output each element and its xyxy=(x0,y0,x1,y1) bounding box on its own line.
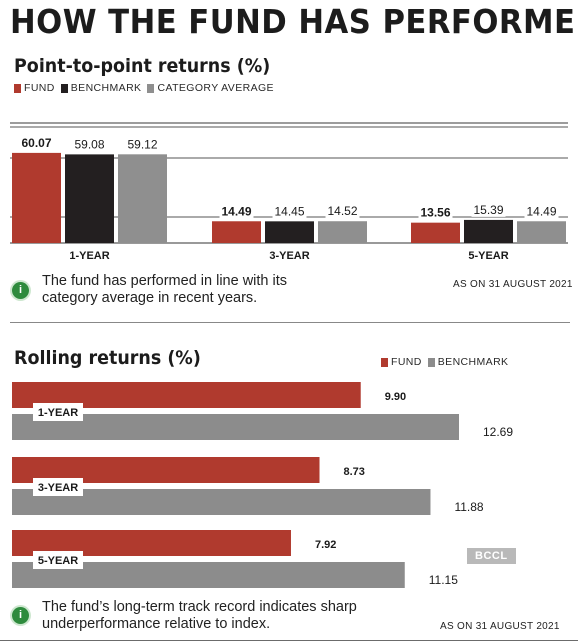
legend-category-swatch xyxy=(147,83,155,93)
section-divider xyxy=(10,322,570,323)
rolling-chart: 9.90 12.69 1-YEAR 8.73 11.88 3-YEAR 7.92 11.15 5… xyxy=(12,382,513,588)
tick-label-3-year: 3-YEAR xyxy=(38,482,78,494)
p2p-legend: FUND BENCHMARK CATEGORY AVERAGE xyxy=(14,82,280,94)
legend-category-label: CATEGORY AVERAGE xyxy=(157,82,274,94)
rolling-legend-fund: FUND xyxy=(381,356,422,368)
rolling-as-on: AS ON 31 AUGUST 2021 xyxy=(440,621,560,632)
bottom-rule xyxy=(0,640,578,641)
tick-label-5-year: 5-YEAR xyxy=(468,250,508,262)
data-label-bg xyxy=(72,138,107,152)
bar-category-average-1-year xyxy=(118,154,167,243)
bar-benchmark-1-year xyxy=(12,414,459,440)
rolling-legend-benchmark-label: BENCHMARK xyxy=(437,356,509,368)
category-tag-bg xyxy=(33,478,83,496)
category-tag-bg xyxy=(33,551,83,569)
legend-benchmark-swatch xyxy=(60,83,68,93)
legend-benchmark: BENCHMARK xyxy=(60,82,142,94)
data-label-bg xyxy=(272,205,307,219)
p2p-note: The fund has performed in line with its … xyxy=(42,273,287,307)
rolling-note: The fund’s long-term track record indica… xyxy=(42,599,357,633)
p2p-note-line1: The fund has performed in line with its xyxy=(42,273,288,289)
legend-benchmark-label: BENCHMARK xyxy=(70,82,142,94)
rolling-legend-fund-label: FUND xyxy=(391,356,422,368)
rolling-title: Rolling returns (%) xyxy=(14,347,201,369)
data-label-fund-1-year: 9.90 xyxy=(385,391,406,403)
data-label-fund-3-year: 14.49 xyxy=(221,204,251,218)
data-label-category-average-1-year: 59.12 xyxy=(127,137,157,151)
rolling-legend: FUND BENCHMARK xyxy=(381,356,514,368)
data-label-fund-3-year: 8.73 xyxy=(344,466,365,478)
p2p-title: Point-to-point returns (%) xyxy=(14,55,271,77)
rolling-note-line1: The fund’s long-term track record indica… xyxy=(42,599,357,615)
rolling-legend-benchmark: BENCHMARK xyxy=(427,356,509,368)
data-label-bg xyxy=(19,136,54,150)
bar-benchmark-3-year xyxy=(265,221,314,243)
p2p-chart: 60.07 59.08 59.12 1-YEAR 14.49 14.45 14.52 3-YE… xyxy=(10,122,568,262)
data-label-bg xyxy=(125,138,160,152)
legend-fund: FUND xyxy=(14,82,55,94)
data-label-category-average-3-year: 14.52 xyxy=(327,204,357,218)
data-label-benchmark-5-year: 11.15 xyxy=(429,573,458,587)
data-label-fund-5-year: 7.92 xyxy=(315,539,336,551)
bar-benchmark-1-year xyxy=(65,154,114,243)
rolling-note-line2: underperformance relative to index. xyxy=(42,616,271,632)
main-title: HOW THE FUND HAS PERFORMED xyxy=(10,2,578,41)
data-label-category-average-5-year: 14.49 xyxy=(526,204,556,218)
bar-benchmark-5-year xyxy=(464,219,513,243)
p2p-note-line2: category average in recent years. xyxy=(42,290,258,306)
data-label-bg xyxy=(325,205,360,219)
data-label-bg xyxy=(219,205,254,219)
p2p-as-on: AS ON 31 AUGUST 2021 xyxy=(453,279,573,290)
data-label-benchmark-3-year: 11.88 xyxy=(454,500,483,514)
tick-label-3-year: 3-YEAR xyxy=(269,250,309,262)
data-label-benchmark-1-year: 59.08 xyxy=(74,137,104,151)
rolling-legend-fund-swatch xyxy=(381,357,388,367)
data-label-benchmark-1-year: 12.69 xyxy=(483,425,513,439)
data-label-bg xyxy=(524,205,559,219)
data-label-bg xyxy=(471,203,506,217)
bar-category-average-3-year xyxy=(318,221,367,243)
bccl-watermark: BCCL xyxy=(467,548,516,564)
data-label-benchmark-3-year: 14.45 xyxy=(274,204,304,218)
legend-fund-label: FUND xyxy=(24,82,55,94)
tick-label-5-year: 5-YEAR xyxy=(38,555,78,567)
category-tag-bg xyxy=(33,403,83,421)
legend-fund-swatch xyxy=(14,83,21,93)
bar-fund-5-year xyxy=(411,222,460,243)
bar-category-average-5-year xyxy=(517,221,566,243)
info-icon: i xyxy=(12,282,29,299)
rolling-legend-benchmark-swatch xyxy=(427,357,435,367)
data-label-fund-1-year: 60.07 xyxy=(21,136,51,150)
info-icon: i xyxy=(12,607,29,624)
data-label-benchmark-5-year: 15.39 xyxy=(473,203,503,217)
legend-category-average: CATEGORY AVERAGE xyxy=(147,82,274,94)
data-label-bg xyxy=(418,206,453,220)
bar-fund-3-year xyxy=(212,221,261,243)
data-label-fund-5-year: 13.56 xyxy=(420,206,450,220)
tick-label-1-year: 1-YEAR xyxy=(38,407,78,419)
bar-fund-1-year xyxy=(12,152,61,243)
tick-label-1-year: 1-YEAR xyxy=(69,250,109,262)
